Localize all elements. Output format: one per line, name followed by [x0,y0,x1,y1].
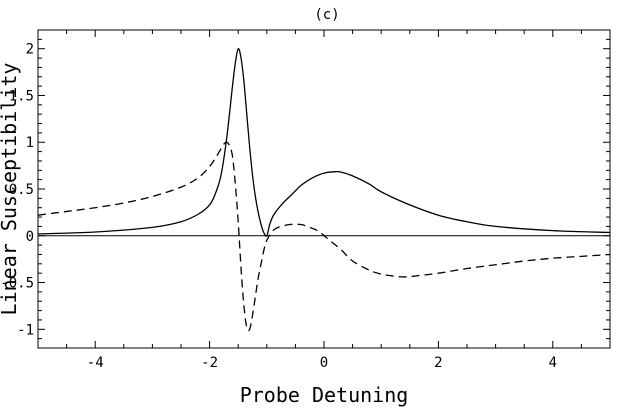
x-tick-label: -2 [201,355,218,371]
data-series [38,48,610,332]
y-tick-label: 0 [26,229,34,245]
y-tick-label: 0.5 [9,182,34,198]
plot-frame [37,29,611,349]
y-tick-label: -1 [17,322,34,338]
x-tick-label: 0 [320,355,328,371]
x-axis-label: Probe Detuning [240,383,409,407]
y-tick-label: 1 [26,135,34,151]
dashed-series-line [38,141,610,332]
x-tick-label: 4 [549,355,557,371]
solid-series-line [38,48,610,237]
x-tick-label: 2 [434,355,442,371]
y-tick-label: -0.5 [0,276,34,292]
tick-labels: -4 -2 0 2 4 -1 -0.5 0 0.5 1 1.5 2 [0,42,557,371]
x-tick-label: -4 [87,355,104,371]
y-tick-label: 2 [26,42,34,58]
chart-title: (c) [314,7,339,23]
y-tick-label: 1.5 [9,88,34,104]
y-axis-label: Linear Susceptibility [0,63,21,316]
axis-ticks [37,29,611,349]
